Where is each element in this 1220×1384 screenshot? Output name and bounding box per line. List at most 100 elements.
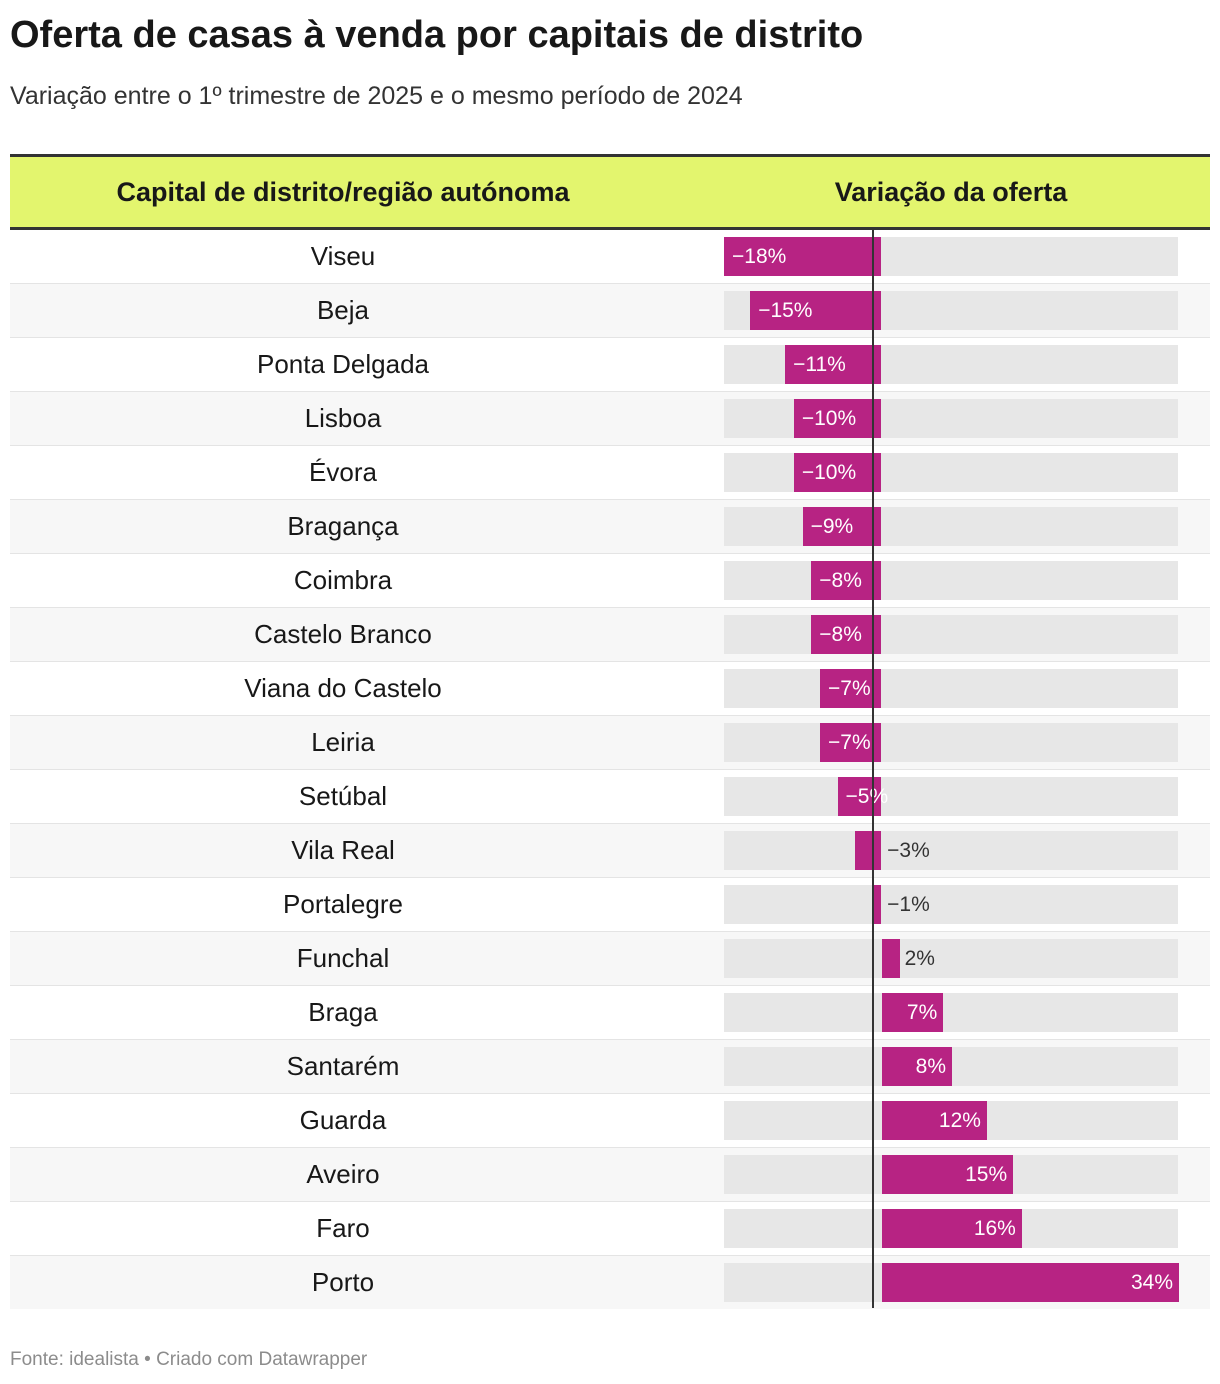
chart-title: Oferta de casas à venda por capitais de … bbox=[10, 14, 864, 56]
table-row[interactable]: Braga 7% bbox=[10, 986, 1210, 1040]
column-header-capital[interactable]: Capital de distrito/região autónoma bbox=[116, 177, 570, 207]
row-capital-name: Bragança bbox=[287, 511, 399, 541]
bar-value-label: −15% bbox=[758, 299, 813, 322]
row-capital-name: Braga bbox=[308, 997, 378, 1027]
row-bar-cell: −7% bbox=[724, 716, 1178, 769]
chart-subtitle: Variação entre o 1º trimestre de 2025 e … bbox=[10, 82, 743, 110]
row-bar-cell: 7% bbox=[724, 986, 1178, 1039]
table-row[interactable]: Castelo Branco −8% bbox=[10, 608, 1210, 662]
bar-value-label: 2% bbox=[904, 947, 935, 970]
bar-vila-real[interactable] bbox=[854, 831, 882, 870]
bar-value-label: −5% bbox=[845, 785, 889, 808]
bar-funchal[interactable] bbox=[882, 939, 900, 978]
bar-portalegre[interactable] bbox=[872, 885, 882, 924]
table-header: Capital de distrito/região autónoma Vari… bbox=[10, 154, 1210, 230]
bar-value-label: −3% bbox=[887, 839, 930, 862]
table-row[interactable]: Funchal 2% bbox=[10, 932, 1210, 986]
bar-value-label: −10% bbox=[801, 407, 857, 430]
row-bar-cell: −9% bbox=[724, 500, 1178, 553]
row-capital-name: Ponta Delgada bbox=[256, 349, 430, 379]
row-capital-name: Faro bbox=[316, 1213, 370, 1243]
table-row[interactable]: Porto 34% bbox=[10, 1256, 1210, 1309]
row-bar-cell: 12% bbox=[724, 1094, 1178, 1147]
table-row[interactable]: Vila Real −3% bbox=[10, 824, 1210, 878]
table-row[interactable]: Aveiro 15% bbox=[10, 1148, 1210, 1202]
bar-value-label: −8% bbox=[819, 623, 862, 646]
row-capital-name: Leiria bbox=[311, 727, 375, 757]
bar-coimbra[interactable] bbox=[811, 561, 882, 600]
row-capital-name: Porto bbox=[311, 1267, 375, 1297]
table-row[interactable]: Ponta Delgada −11% bbox=[10, 338, 1210, 392]
row-capital-name: Évora bbox=[309, 457, 377, 487]
bar-ponta-delgada[interactable] bbox=[785, 345, 882, 384]
bar-value-label: 7% bbox=[906, 1001, 938, 1024]
bar-track bbox=[724, 831, 1178, 870]
bar-évora[interactable] bbox=[793, 453, 882, 492]
bar-value-label: 12% bbox=[938, 1109, 981, 1132]
table-row[interactable]: Lisboa −10% bbox=[10, 392, 1210, 446]
row-capital-name: Lisboa bbox=[304, 403, 382, 433]
bar-aveiro[interactable] bbox=[882, 1155, 1014, 1194]
row-bar-cell: 8% bbox=[724, 1040, 1178, 1093]
bar-viana-do-castelo[interactable] bbox=[820, 669, 882, 708]
bar-track bbox=[724, 399, 1178, 438]
bar-value-label: −18% bbox=[732, 245, 787, 268]
bar-value-label: −9% bbox=[810, 515, 854, 538]
source-footer: Fonte: idealista • Criado com Datawrappe… bbox=[10, 1349, 368, 1370]
bar-value-label: 34% bbox=[1130, 1271, 1173, 1294]
bar-track bbox=[724, 777, 1178, 816]
table-row[interactable]: Coimbra −8% bbox=[10, 554, 1210, 608]
bar-value-label: 8% bbox=[915, 1055, 946, 1078]
table-row[interactable]: Évora −10% bbox=[10, 446, 1210, 500]
bar-track bbox=[724, 453, 1178, 492]
table-row[interactable]: Bragança −9% bbox=[10, 500, 1210, 554]
bar-value-label: −7% bbox=[828, 677, 871, 700]
column-header-variation[interactable]: Variação da oferta bbox=[834, 177, 1068, 207]
zero-axis-line bbox=[872, 230, 874, 1308]
bar-leiria[interactable] bbox=[820, 723, 882, 762]
table-row[interactable]: Viseu −18% bbox=[10, 230, 1210, 284]
row-capital-name: Portalegre bbox=[283, 889, 403, 919]
row-bar-cell: −7% bbox=[724, 662, 1178, 715]
bar-beja[interactable] bbox=[750, 291, 882, 330]
row-capital-name: Beja bbox=[316, 295, 370, 325]
bar-viseu[interactable] bbox=[724, 237, 882, 276]
row-bar-cell: −10% bbox=[724, 392, 1178, 445]
data-table: Capital de distrito/região autónoma Vari… bbox=[10, 154, 1210, 1309]
row-bar-cell: 2% bbox=[724, 932, 1178, 985]
row-capital-name: Viana do Castelo bbox=[244, 673, 442, 703]
row-capital-name: Santarém bbox=[286, 1051, 400, 1081]
row-bar-cell: −3% bbox=[724, 824, 1178, 877]
row-bar-cell: 15% bbox=[724, 1148, 1178, 1201]
bar-braga[interactable] bbox=[882, 993, 944, 1032]
bar-castelo-branco[interactable] bbox=[811, 615, 882, 654]
row-capital-name: Funchal bbox=[296, 943, 390, 973]
table-row[interactable]: Leiria −7% bbox=[10, 716, 1210, 770]
bar-faro[interactable] bbox=[882, 1209, 1022, 1248]
row-capital-name: Setúbal bbox=[298, 781, 388, 811]
bar-track bbox=[724, 615, 1178, 654]
table-row[interactable]: Portalegre −1% bbox=[10, 878, 1210, 932]
row-bar-cell: −10% bbox=[724, 446, 1178, 499]
bar-value-label: 15% bbox=[965, 1163, 1008, 1186]
bar-santarém[interactable] bbox=[882, 1047, 952, 1086]
table-row[interactable]: Viana do Castelo −7% bbox=[10, 662, 1210, 716]
table-row[interactable]: Faro 16% bbox=[10, 1202, 1210, 1256]
bar-track bbox=[724, 993, 1178, 1032]
bar-value-label: −1% bbox=[887, 893, 930, 916]
bar-lisboa[interactable] bbox=[793, 399, 882, 438]
bar-track bbox=[724, 723, 1178, 762]
table-row[interactable]: Santarém 8% bbox=[10, 1040, 1210, 1094]
table-row[interactable]: Beja −15% bbox=[10, 284, 1210, 338]
row-bar-cell: 34% bbox=[724, 1256, 1179, 1309]
row-bar-cell: −5% bbox=[724, 770, 1178, 823]
bar-bragança[interactable] bbox=[802, 507, 882, 546]
bar-value-label: 16% bbox=[973, 1217, 1016, 1240]
table-row[interactable]: Guarda 12% bbox=[10, 1094, 1210, 1148]
table-row[interactable]: Setúbal −5% bbox=[10, 770, 1210, 824]
table-body: Viseu −18% Beja −15% Ponta Delgada −11% Lisboa… bbox=[10, 230, 1210, 1309]
row-capital-name: Coimbra bbox=[293, 565, 393, 595]
bar-porto[interactable] bbox=[882, 1263, 1179, 1302]
row-capital-name: Aveiro bbox=[306, 1159, 380, 1189]
bar-guarda[interactable] bbox=[882, 1101, 987, 1140]
